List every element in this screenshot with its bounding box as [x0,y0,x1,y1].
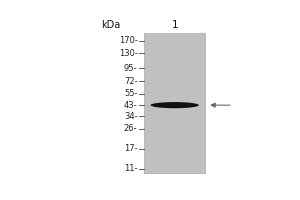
Ellipse shape [151,102,199,108]
Text: 43-: 43- [124,101,137,110]
Text: 72-: 72- [124,77,137,86]
Text: kDa: kDa [101,20,120,30]
Text: 34-: 34- [124,112,137,121]
Bar [145,33,205,173]
Text: 17-: 17- [124,144,137,153]
Text: 55-: 55- [124,89,137,98]
Text: 130-: 130- [118,49,137,58]
Text: 170-: 170- [118,36,137,45]
Text: 95-: 95- [124,64,137,73]
Text: 1: 1 [171,20,178,30]
Text: 26-: 26- [124,124,137,133]
Text: 11-: 11- [124,164,137,173]
